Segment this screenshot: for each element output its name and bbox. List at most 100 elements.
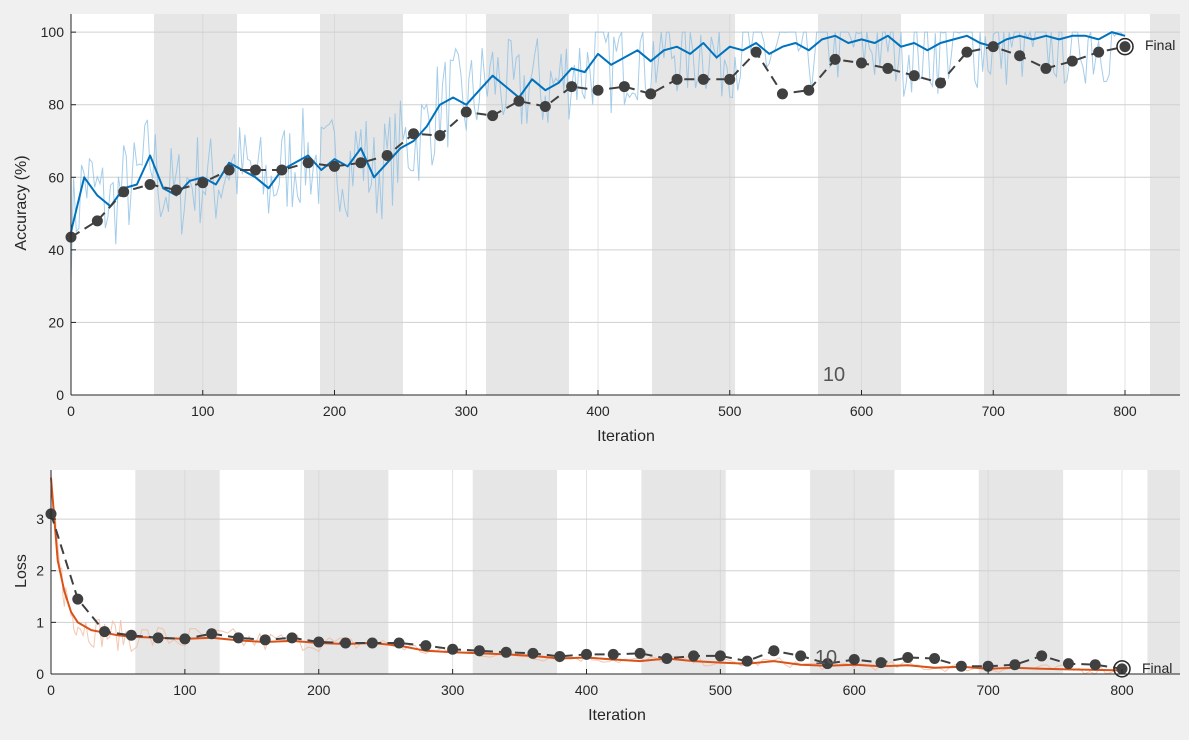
loss-plot: 0 1 2 3 0 100 200 300 400 500 600 700 800 Loss Itera… — [13, 470, 1180, 724]
loss-validation-point — [179, 633, 191, 645]
loss-validation-point — [768, 645, 780, 657]
loss-x-tick-label: 300 — [441, 682, 465, 698]
acc-y-tick-label: 40 — [48, 242, 64, 258]
loss-epoch-band — [641, 470, 726, 674]
loss-x-tick-label: 0 — [47, 682, 55, 698]
loss-validation-point — [929, 653, 941, 665]
loss-y-tick-label: 1 — [36, 614, 44, 630]
loss-validation-point — [848, 654, 860, 666]
acc-y-tick-label: 60 — [48, 169, 64, 185]
acc-validation-point — [223, 164, 235, 176]
loss-validation-point — [634, 647, 646, 659]
loss-epoch-band — [1147, 470, 1180, 674]
acc-epoch-band — [652, 14, 736, 395]
acc-validation-point — [935, 77, 947, 89]
accuracy-epoch-label: 10 — [823, 364, 845, 386]
loss-validation-point — [232, 632, 244, 644]
loss-validation-point — [982, 660, 994, 672]
acc-validation-point — [618, 81, 630, 93]
loss-validation-point — [741, 655, 753, 667]
acc-validation-point — [1119, 41, 1131, 53]
acc-epoch-band — [320, 14, 404, 395]
loss-validation-point — [313, 636, 325, 648]
acc-validation-point — [645, 88, 657, 100]
acc-validation-point — [566, 81, 578, 93]
acc-validation-point — [829, 53, 841, 65]
acc-validation-point — [961, 46, 973, 58]
accuracy-plot: 0 20 40 60 80 100 0 100 200 300 400 500 600 700 800 Ac… — [13, 14, 1180, 445]
acc-x-tick-label: 0 — [67, 403, 75, 419]
acc-epoch-band — [818, 14, 902, 395]
loss-validation-point — [688, 650, 700, 662]
loss-x-tick-label: 700 — [976, 682, 1000, 698]
loss-y-tick-label: 2 — [36, 563, 44, 579]
loss-final-label: Final — [1142, 660, 1172, 676]
acc-x-tick-label: 100 — [191, 403, 215, 419]
acc-validation-point — [697, 73, 709, 85]
loss-validation-point — [714, 650, 726, 662]
loss-validation-point — [99, 626, 111, 638]
loss-epoch-label: 10 — [815, 647, 837, 669]
loss-validation-point — [420, 640, 432, 652]
acc-validation-point — [434, 130, 446, 142]
loss-validation-point — [1116, 663, 1128, 675]
acc-validation-point — [408, 128, 420, 140]
loss-x-tick-label: 100 — [173, 682, 197, 698]
loss-validation-point — [554, 650, 566, 662]
acc-validation-point — [276, 164, 288, 176]
loss-validation-point — [473, 645, 485, 657]
acc-epoch-band — [486, 14, 570, 395]
acc-validation-point — [513, 95, 525, 107]
acc-validation-point — [118, 186, 130, 198]
acc-validation-point — [487, 110, 499, 122]
loss-validation-point — [821, 658, 833, 670]
loss-x-tick-label: 600 — [843, 682, 867, 698]
acc-x-tick-label: 800 — [1113, 403, 1137, 419]
loss-validation-point — [286, 632, 298, 644]
acc-x-tick-label: 400 — [586, 403, 610, 419]
acc-epoch-band — [1150, 14, 1180, 395]
acc-validation-point — [803, 84, 815, 96]
loss-epoch-band — [978, 470, 1064, 674]
loss-validation-point — [661, 653, 673, 665]
loss-final-marker — [1113, 660, 1131, 678]
loss-y-tick-label: 0 — [36, 666, 44, 682]
loss-validation-point — [1036, 650, 1048, 662]
accuracy-y-axis-label: Accuracy (%) — [13, 155, 30, 250]
acc-training-raw-line — [70, 30, 1123, 283]
acc-y-tick-label: 0 — [56, 387, 64, 403]
loss-validation-point — [581, 648, 592, 660]
acc-validation-point — [197, 177, 209, 189]
acc-y-tick-label: 20 — [48, 314, 64, 330]
loss-validation-point — [875, 657, 887, 669]
acc-x-tick-label: 700 — [982, 403, 1006, 419]
acc-validation-point — [856, 57, 867, 69]
acc-validation-point — [460, 106, 472, 118]
acc-validation-point — [539, 101, 551, 113]
loss-epoch-band — [472, 470, 558, 674]
acc-validation-point — [750, 46, 762, 58]
loss-validation-point — [206, 628, 218, 640]
acc-validation-point — [776, 88, 788, 100]
accuracy-final-label: Final — [1145, 37, 1175, 53]
acc-validation-point — [381, 150, 393, 162]
loss-x-tick-label: 400 — [575, 682, 599, 698]
loss-x-tick-label: 800 — [1110, 682, 1134, 698]
loss-validation-point — [125, 629, 137, 641]
loss-validation-point — [393, 637, 405, 649]
acc-validation-point — [908, 70, 920, 82]
loss-validation-point — [72, 593, 84, 605]
loss-y-axis-label: Loss — [13, 554, 30, 588]
loss-validation-point — [1009, 659, 1021, 671]
acc-x-tick-label: 300 — [455, 403, 479, 419]
acc-validation-point — [882, 62, 894, 74]
acc-validation-point — [987, 41, 999, 53]
loss-validation-point — [1089, 659, 1101, 671]
loss-validation-point — [1062, 658, 1074, 670]
loss-validation-point — [955, 660, 967, 672]
loss-validation-point — [902, 651, 914, 663]
acc-validation-point — [355, 157, 367, 169]
loss-training-smoothed-line — [50, 477, 1123, 672]
